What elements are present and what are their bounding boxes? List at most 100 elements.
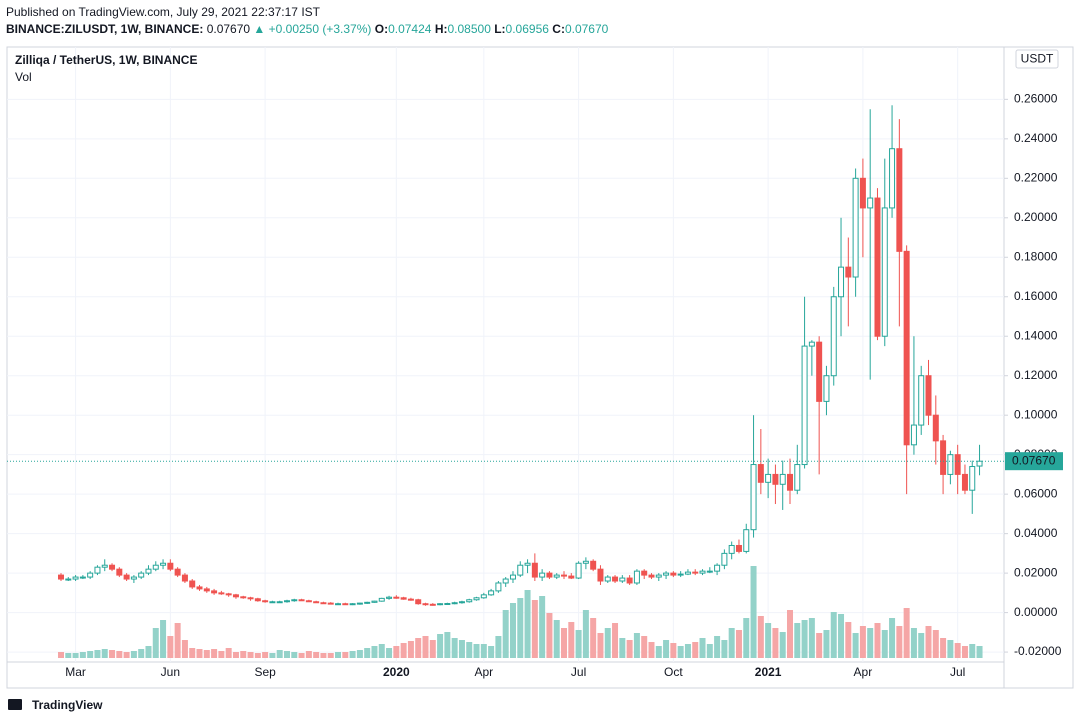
candle-body: [342, 603, 349, 606]
candle-body: [575, 562, 582, 579]
x-tick-label: Mar: [65, 665, 86, 679]
volume-bar: [101, 649, 108, 658]
ohlc: O:0.07424 H:0.08500 L:0.06956 C:0.07670: [375, 22, 609, 36]
candle-body: [160, 562, 167, 566]
candle-body: [378, 597, 385, 602]
volume-bar: [327, 653, 334, 658]
y-tick-label: 0.00000: [1014, 605, 1058, 619]
candle-body: [269, 601, 276, 604]
candle-body: [699, 570, 706, 574]
volume-bar: [633, 633, 640, 658]
volume-bar: [473, 644, 480, 658]
volume-bar: [714, 636, 721, 658]
candle-body: [808, 341, 815, 347]
y-tick-label: 0.06000: [1014, 486, 1058, 500]
candle-body: [422, 603, 429, 606]
volume-bar: [889, 618, 896, 658]
volume-bar: [561, 628, 568, 658]
volume-bar: [218, 651, 225, 658]
volume-bar: [801, 620, 808, 658]
candle-body: [94, 566, 101, 574]
candle-body: [706, 570, 713, 573]
candle-body: [429, 603, 436, 606]
logo-icon: [8, 699, 22, 710]
volume-bar: [232, 652, 239, 658]
candle-body: [918, 375, 925, 426]
candle-body: [961, 473, 968, 491]
candle-body: [458, 601, 465, 604]
candle-body: [787, 473, 793, 491]
candle-body: [539, 572, 546, 578]
candle-body: [969, 466, 976, 491]
volume-bar: [925, 626, 932, 658]
candle-body: [356, 602, 363, 605]
x-tick-label: Jul: [950, 665, 965, 679]
volume-bar: [393, 646, 400, 658]
volume-bar: [247, 652, 254, 658]
volume-bar: [480, 644, 487, 658]
candle-body: [466, 599, 473, 603]
volume-bar: [189, 648, 196, 658]
volume-bar: [779, 632, 786, 658]
last-price-label: 0.07670: [1012, 453, 1056, 467]
candle-body: [728, 544, 735, 554]
chart-title: Zilliqa / TetherUS, 1W, BINANCE: [15, 53, 197, 67]
candle-body: [211, 590, 218, 594]
volume-bar: [276, 650, 283, 658]
volume-bar: [677, 646, 684, 658]
footer-brand: TradingView: [32, 698, 103, 712]
candle-body: [896, 148, 903, 252]
volume-bar: [94, 650, 101, 658]
volume-bar: [58, 652, 64, 658]
candle-body: [152, 564, 159, 570]
candle-body: [932, 414, 939, 442]
change: ▲ +0.00250 (+3.37%): [253, 22, 372, 36]
candle-body: [371, 600, 378, 603]
candle-body: [298, 599, 305, 602]
candle-body: [684, 571, 691, 575]
candle-body: [386, 596, 393, 599]
candle-body: [582, 560, 589, 564]
volume-bar: [386, 648, 393, 658]
volume-bar: [509, 603, 516, 658]
volume-bar: [254, 653, 261, 658]
volume-bar: [976, 646, 983, 658]
candles: [58, 105, 983, 606]
candle-body: [867, 197, 874, 209]
volume-bar: [874, 623, 881, 658]
candle-body: [648, 574, 655, 578]
volume-bar: [422, 636, 429, 658]
candle-body: [881, 207, 888, 337]
candle-body: [335, 603, 342, 606]
ohlc-value: 0.08500: [447, 22, 491, 36]
candle-body: [874, 197, 881, 337]
candle-body: [116, 568, 123, 576]
last-price-tag: [1005, 452, 1063, 471]
volume-bar: [750, 566, 757, 658]
candle-body: [502, 578, 509, 584]
candle-body: [232, 594, 239, 598]
candle-body: [852, 177, 859, 278]
volume-bar: [488, 646, 495, 658]
candle-body: [189, 580, 196, 588]
volume-bar: [626, 640, 633, 658]
volume-bar: [87, 651, 94, 658]
volume-bar: [816, 633, 823, 658]
currency-box[interactable]: [1015, 49, 1059, 69]
volume-bar: [415, 638, 422, 658]
candle-body: [473, 597, 480, 601]
candle-body: [58, 574, 64, 580]
candle-body: [641, 570, 648, 576]
candle-body: [612, 576, 619, 582]
volume-bar: [699, 638, 706, 658]
volume-bar: [211, 649, 218, 658]
y-tick-label: 0.10000: [1014, 407, 1058, 421]
candle-body: [393, 596, 400, 599]
candle-body: [823, 375, 830, 402]
ohlc-key: C:: [552, 22, 565, 36]
candle-body: [283, 600, 290, 603]
candle-body: [123, 574, 130, 580]
volume-bar: [203, 650, 210, 658]
volume-bar: [670, 643, 677, 658]
candle-body: [262, 600, 269, 603]
